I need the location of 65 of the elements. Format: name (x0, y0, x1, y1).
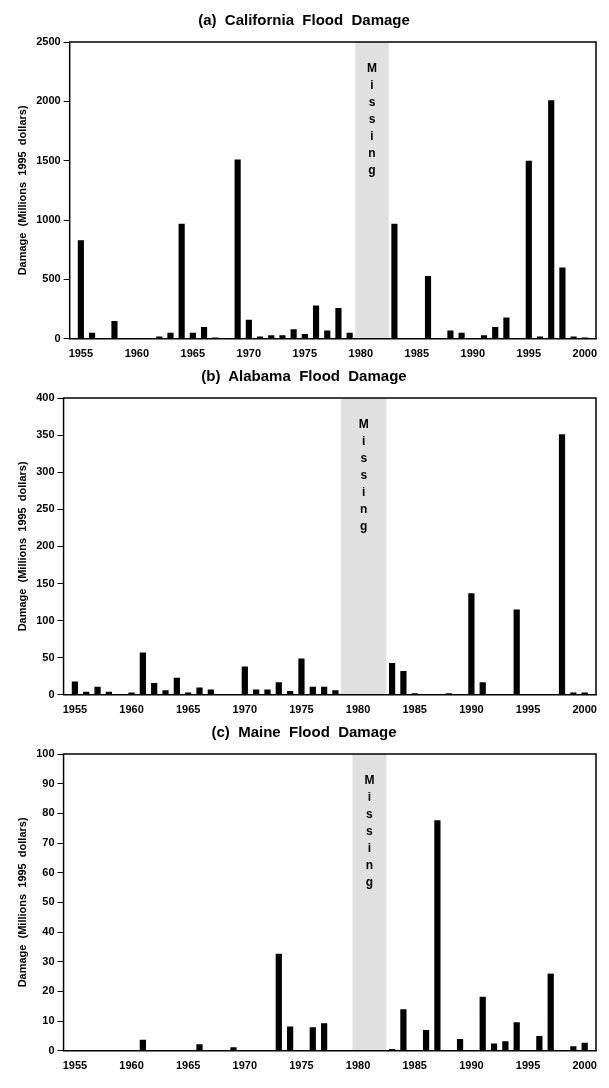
y-axis-title: Damage (Millions 1995 dollars) (15, 105, 28, 276)
y-axis-title: Damage (Millions 1995 dollars) (15, 817, 28, 988)
x-tick-label: 1980 (348, 347, 374, 360)
y-tick-label: 0 (54, 331, 61, 344)
y-tick-label: 2500 (36, 35, 61, 48)
y-tick-label: 90 (42, 776, 55, 789)
y-tick-label: 300 (36, 465, 55, 478)
x-tick-label: 1990 (460, 347, 486, 360)
y-tick-label: 100 (36, 747, 55, 760)
y-tick-label: 100 (36, 613, 55, 626)
x-tick-label: 1960 (124, 347, 150, 360)
x-tick-label: 1965 (175, 1059, 201, 1072)
x-tick-label: 1960 (119, 1059, 144, 1072)
x-tick-label: 1995 (515, 703, 541, 716)
y-tick-label: 60 (42, 865, 55, 878)
x-tick-label: 1955 (62, 703, 88, 716)
y-tick-label: 400 (36, 391, 55, 404)
x-tick-label: 1985 (402, 1059, 427, 1072)
x-tick-label: 1965 (175, 703, 201, 716)
x-tick-label: 2000 (572, 347, 598, 360)
y-tick-label: 10 (42, 1014, 55, 1027)
x-tick-label: 1960 (119, 703, 144, 716)
x-tick-label: 1955 (62, 1059, 88, 1072)
y-tick-label: 150 (36, 576, 55, 589)
chart-title: (c) Maine Flood Damage (211, 723, 397, 741)
x-tick-label: 2000 (572, 703, 597, 716)
x-tick-label: 1980 (345, 1059, 371, 1072)
y-tick-label: 1000 (36, 213, 61, 226)
y-tick-label: 1500 (36, 153, 61, 166)
y-tick-label: 200 (36, 539, 55, 552)
x-tick-label: 1990 (459, 703, 484, 716)
y-tick-label: 20 (42, 984, 55, 997)
x-tick-label: 1965 (180, 347, 206, 360)
x-tick-label: 1995 (516, 347, 542, 360)
x-tick-label: 1995 (515, 1059, 541, 1072)
y-tick-label: 80 (42, 806, 55, 819)
chart-title: (b) Alabama Flood Damage (201, 367, 407, 385)
x-tick-label: 1970 (232, 703, 258, 716)
x-tick-label: 1970 (236, 347, 262, 360)
x-tick-label: 1975 (292, 347, 318, 360)
x-tick-label: 1985 (402, 703, 427, 716)
y-tick-label: 40 (42, 925, 55, 938)
x-tick-label: 1980 (345, 703, 371, 716)
y-tick-label: 250 (36, 502, 55, 515)
band-label: Missing (358, 417, 369, 534)
x-tick-label: 1975 (289, 703, 314, 716)
y-tick-label: 70 (42, 836, 55, 849)
x-tick-label: 1955 (68, 347, 94, 360)
x-tick-label: 1985 (404, 347, 430, 360)
x-tick-label: 1975 (289, 1059, 314, 1072)
band-label: Missing (367, 61, 378, 178)
x-tick-label: 1970 (232, 1059, 258, 1072)
x-tick-label: 1990 (459, 1059, 484, 1072)
y-tick-label: 50 (42, 895, 55, 908)
y-tick-label: 0 (48, 1043, 55, 1056)
y-tick-label: 350 (36, 428, 55, 441)
y-tick-label: 2000 (36, 94, 61, 107)
y-tick-label: 50 (42, 650, 55, 663)
chart-title: (a) California Flood Damage (198, 11, 410, 29)
y-tick-label: 0 (48, 687, 55, 700)
band-label: Missing (364, 773, 375, 890)
y-tick-label: 500 (42, 272, 61, 285)
y-axis-title: Damage (Millions 1995 dollars) (15, 461, 28, 632)
y-tick-label: 30 (42, 954, 55, 967)
x-tick-label: 2000 (572, 1059, 597, 1072)
